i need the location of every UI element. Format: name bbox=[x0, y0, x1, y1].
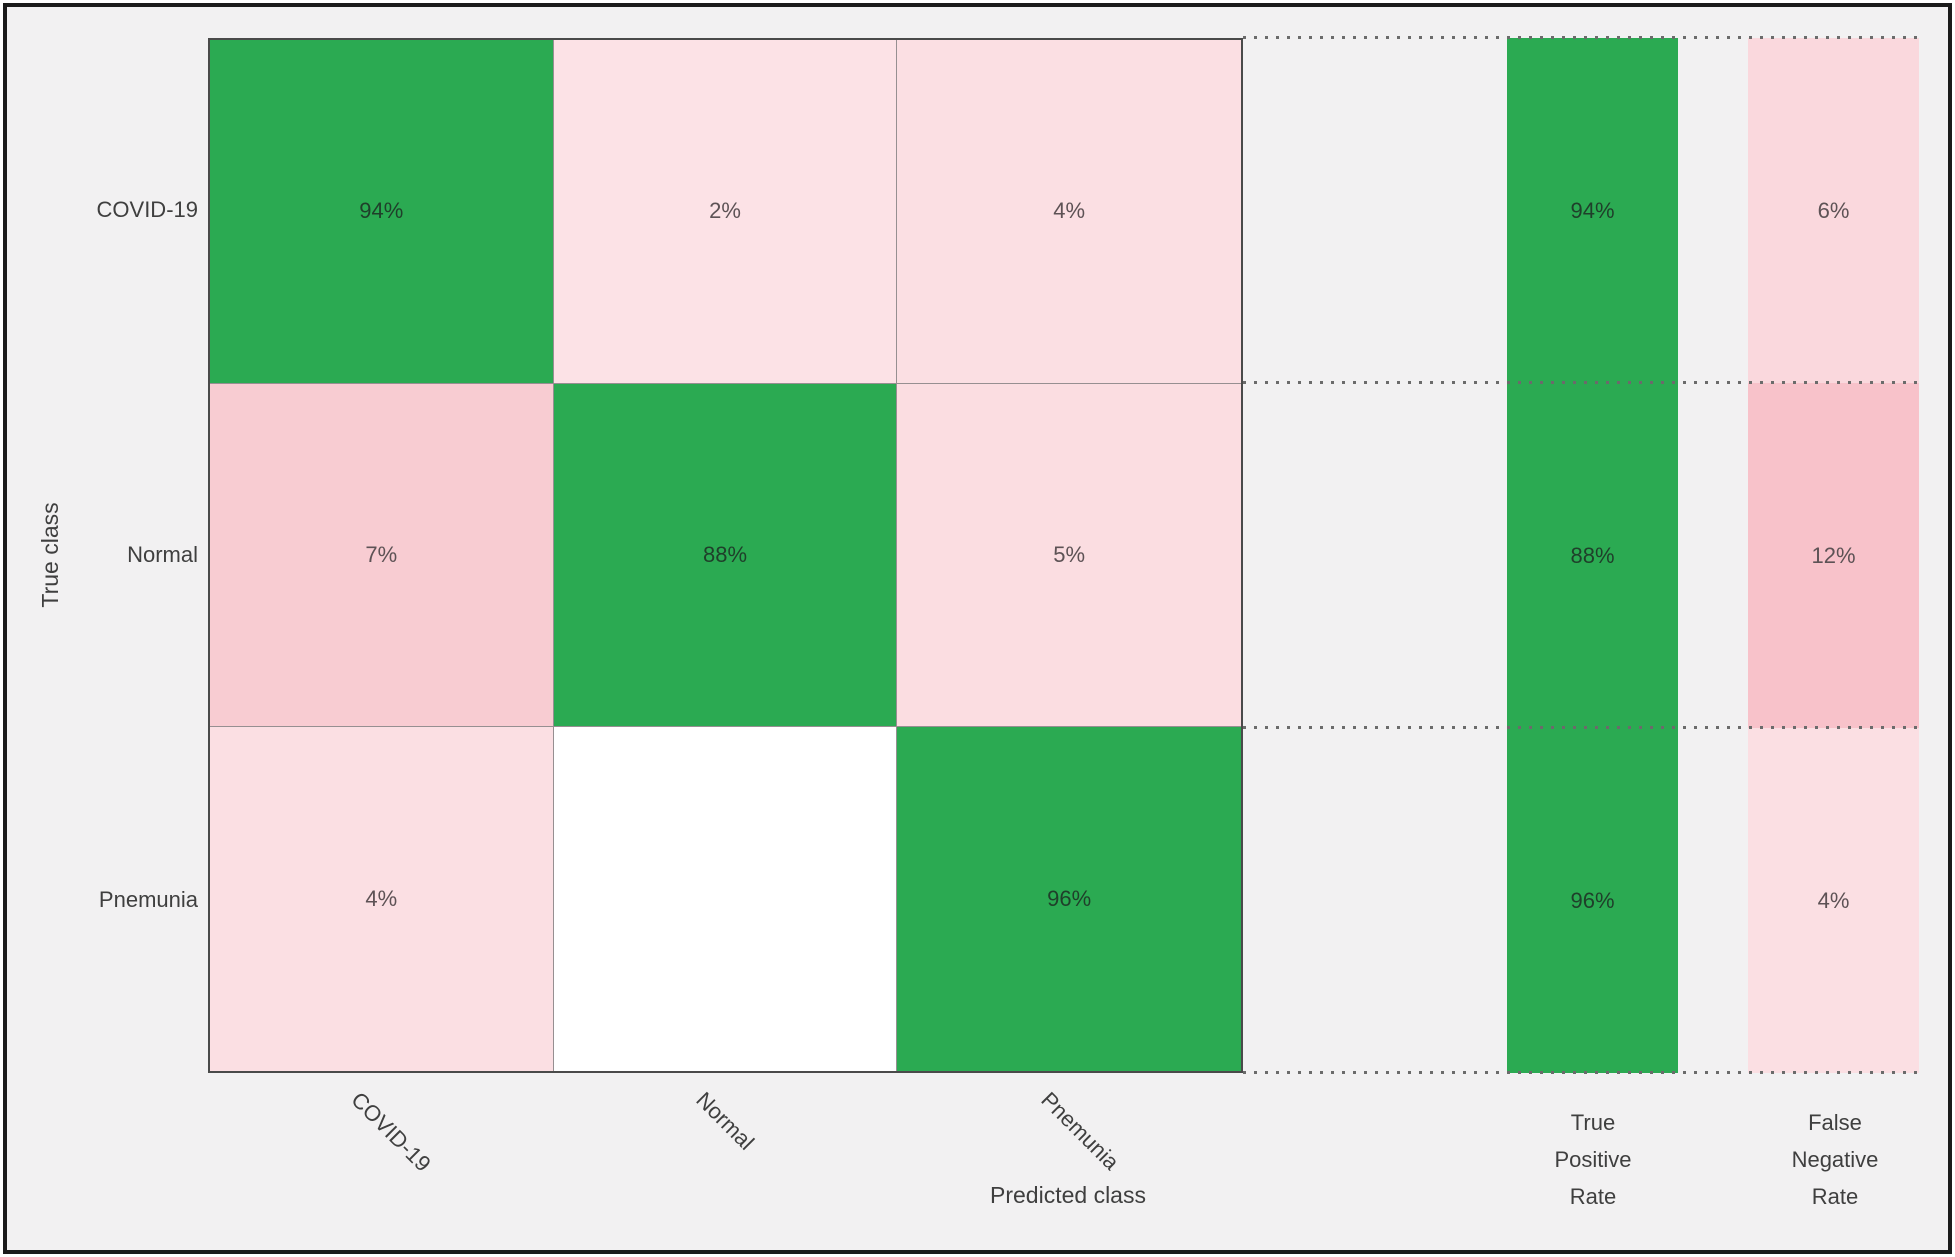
dotted-separator bbox=[1243, 36, 1919, 39]
x-axis-label: Predicted class bbox=[990, 1182, 1146, 1208]
fnr-column-label: False Negative Rate bbox=[1735, 1104, 1935, 1215]
tpr-label-line: True bbox=[1570, 1110, 1616, 1135]
tpr-label-line: Positive bbox=[1554, 1147, 1632, 1172]
tpr-cell: 94% bbox=[1507, 38, 1678, 383]
dotted-separator bbox=[1243, 381, 1919, 384]
matrix-cell: 88% bbox=[553, 383, 898, 728]
row-tick-label-covid19: COVID-19 bbox=[96, 197, 198, 222]
fnr-label-line: Negative bbox=[1791, 1147, 1879, 1172]
row-tick-label-normal: Normal bbox=[127, 542, 198, 567]
fnr-cell: 4% bbox=[1748, 728, 1919, 1073]
confusion-matrix: 94% 2% 4% 7% 88% 5% 4% 96% bbox=[208, 38, 1243, 1073]
fnr-label-line: Rate bbox=[1811, 1184, 1859, 1209]
tpr-cell: 88% bbox=[1507, 383, 1678, 728]
matrix-cell: 4% bbox=[210, 727, 554, 1071]
matrix-cell: 7% bbox=[210, 383, 554, 728]
matrix-cell: 5% bbox=[897, 383, 1241, 728]
col-tick-label-normal: Normal bbox=[691, 1087, 760, 1155]
fnr-cell: 12% bbox=[1748, 383, 1919, 728]
col-tick-label-covid19: COVID-19 bbox=[346, 1087, 436, 1177]
dotted-separator bbox=[1243, 726, 1919, 729]
tpr-cell: 96% bbox=[1507, 728, 1678, 1073]
row-tick-label-pnemunia: Pnemunia bbox=[98, 887, 198, 912]
tpr-label-line: Rate bbox=[1569, 1184, 1617, 1209]
matrix-cell: 2% bbox=[553, 40, 898, 384]
fnr-cell: 6% bbox=[1748, 38, 1919, 383]
matrix-cell: 4% bbox=[897, 40, 1241, 384]
matrix-cell: 94% bbox=[210, 40, 554, 384]
tpr-column-label: True Positive Rate bbox=[1493, 1104, 1693, 1215]
dotted-separator bbox=[1243, 1071, 1919, 1074]
fnr-label-line: False bbox=[1808, 1110, 1862, 1135]
col-tick-label-pnemunia: Pnemunia bbox=[1036, 1087, 1125, 1175]
matrix-cell: 96% bbox=[897, 727, 1241, 1071]
matrix-cell-empty bbox=[553, 727, 898, 1071]
